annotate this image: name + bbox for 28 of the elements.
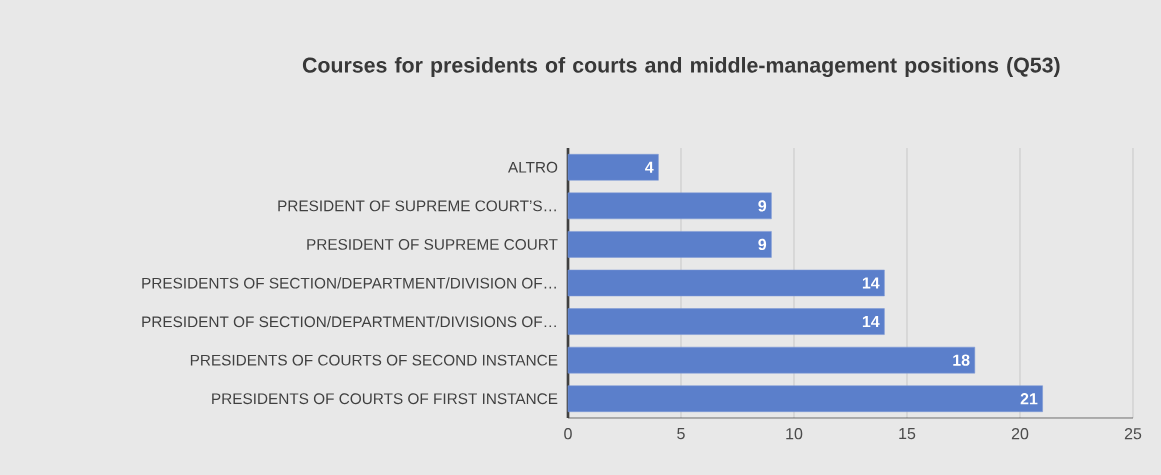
x-tick-label: 0 (564, 428, 572, 440)
data-label: 14 (862, 277, 880, 289)
x-tick-label: 15 (899, 428, 916, 440)
chart-title: Courses for presidents of courts and middle-management positions (Q53) (302, 57, 1060, 77)
y-tick-label: PRESIDENT OF SECTION/DEPARTMENT/DIVISIONS OF… (142, 315, 556, 328)
x-tick-label: 10 (786, 428, 803, 440)
data-label: 21 (1020, 393, 1038, 405)
x-tick-label: 25 (1124, 428, 1142, 440)
data-label: 4 (645, 161, 654, 173)
y-tick-label: PRESIDENTS OF COURTS OF SECOND INSTANCE (190, 354, 558, 366)
y-tick-label: PRESIDENT OF SUPREME COURT’S… (278, 200, 556, 212)
data-label: 18 (953, 354, 970, 366)
bar (567, 192, 772, 220)
x-tick-label: 5 (677, 428, 685, 440)
bar (567, 231, 772, 258)
bar (567, 346, 976, 374)
y-tick-label: PRESIDENTS OF SECTION/DEPARTMENT/DIVISION OF… (142, 277, 556, 289)
y-tick-label: PRESIDENTS OF COURTS OF FIRST INSTANCE (212, 393, 558, 405)
data-label: 9 (758, 238, 767, 251)
bar (567, 269, 885, 297)
bar (567, 385, 1043, 412)
y-tick-label: PRESIDENT OF SUPREME COURT (307, 239, 558, 250)
bar (567, 154, 659, 181)
data-label: 14 (862, 316, 880, 328)
data-label: 9 (758, 200, 767, 212)
y-tick-label: ALTRO (508, 161, 558, 173)
x-tick-label: 20 (1011, 428, 1029, 440)
bar (567, 308, 885, 335)
